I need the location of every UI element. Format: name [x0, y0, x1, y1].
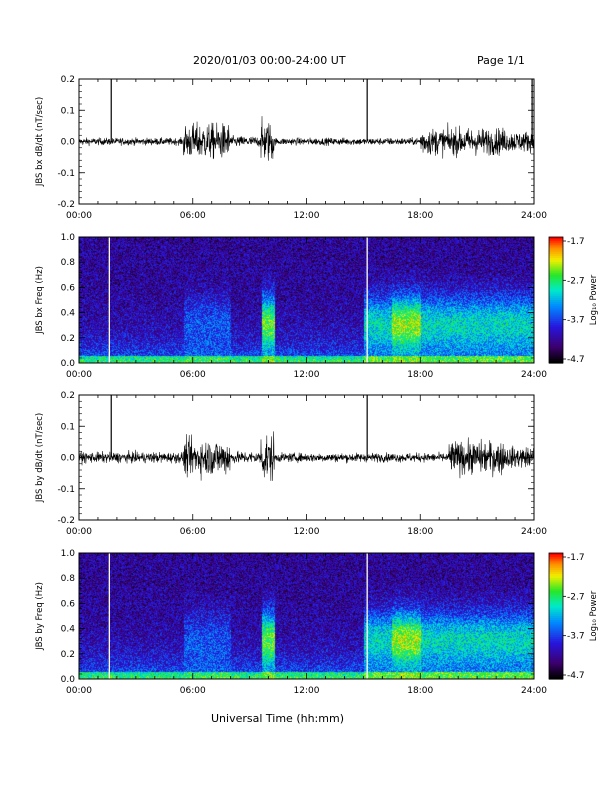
x-tick-label: 06:00: [180, 527, 206, 537]
x-tick-label: 24:00: [521, 211, 547, 221]
colorbar-label: Log₁₀ Power: [589, 274, 599, 325]
y-tick-label: 0.6: [61, 283, 76, 293]
y-tick-label: 0.4: [61, 625, 76, 635]
colorbar-label: Log₁₀ Power: [589, 590, 599, 641]
colorbar-tick-label: -4.7: [567, 355, 585, 365]
y-tick-label: 0.2: [61, 391, 75, 401]
colorbar-tick-label: -3.7: [567, 316, 585, 326]
y-tick-label: -0.2: [57, 200, 75, 210]
spectrogram-image: [79, 553, 534, 679]
x-tick-label: 00:00: [66, 527, 92, 537]
y-tick-label: -0.1: [57, 169, 75, 179]
spectrogram-image: [79, 237, 534, 363]
y-tick-label: -0.1: [57, 485, 75, 495]
waveform-trace: [78, 431, 535, 481]
x-axis-label: Universal Time (hh:mm): [211, 712, 344, 725]
x-tick-label: 06:00: [180, 211, 206, 221]
spectrogram-panel: 00:00 06:00 12:00 18:00 24:00 1.0 0.8 0.6 0.4 0.2…: [35, 549, 547, 696]
x-tick-label: 18:00: [407, 686, 433, 696]
x-tick-label: 18:00: [407, 211, 433, 221]
page-number: Page 1/1: [477, 54, 525, 67]
y-axis-label: JBS by Freq (Hz): [35, 582, 45, 651]
waveform-panel: 00:00 06:00 12:00 18:00 24:00 0.2 0.1 0.0 -0.1 -0…: [35, 391, 547, 537]
x-tick-label: 12:00: [294, 527, 320, 537]
spectrogram-panel: 00:00 06:00 12:00 18:00 24:00 1.0 0.8 0.6 0.4 0.2…: [35, 233, 547, 380]
x-tick-label: 06:00: [180, 370, 206, 380]
y-tick-label: -0.2: [57, 516, 75, 526]
y-tick-label: 0.0: [61, 138, 76, 148]
y-tick-label: 0.1: [61, 422, 75, 432]
x-tick-label: 00:00: [66, 370, 92, 380]
x-tick-label: 00:00: [66, 211, 92, 221]
y-tick-label: 0.8: [61, 258, 76, 268]
x-tick-label: 18:00: [407, 370, 433, 380]
colorbar-tick-label: -1.7: [567, 237, 585, 247]
colorbar-tick-label: -3.7: [567, 632, 585, 642]
colorbar-tick-label: -1.7: [567, 553, 585, 563]
colorbar: -1.7 -2.7 -3.7 -4.7 Log₁₀ Power: [548, 236, 599, 365]
colorbar-tick-label: -2.7: [567, 276, 585, 286]
y-tick-label: 0.0: [61, 454, 76, 464]
figure-title: 2020/01/03 00:00-24:00 UT: [193, 54, 346, 67]
x-tick-label: 18:00: [407, 527, 433, 537]
y-axis-label: JBS bx dB/dt (nT/sec): [35, 97, 45, 187]
x-tick-label: 24:00: [521, 686, 547, 696]
y-tick-label: 0.1: [61, 106, 75, 116]
colorbar-tick-label: -4.7: [567, 671, 585, 681]
x-tick-label: 24:00: [521, 527, 547, 537]
y-axis-label: JBS bx Freq (Hz): [35, 266, 45, 335]
y-tick-label: 0.0: [61, 675, 76, 685]
x-tick-label: 12:00: [294, 370, 320, 380]
colorbar: -1.7 -2.7 -3.7 -4.7 Log₁₀ Power: [548, 552, 599, 681]
colorbar-tick-label: -2.7: [567, 592, 585, 602]
y-tick-label: 0.2: [61, 334, 75, 344]
y-tick-label: 0.2: [61, 75, 75, 85]
y-tick-label: 1.0: [61, 233, 76, 243]
x-tick-label: 12:00: [294, 686, 320, 696]
y-tick-label: 0.6: [61, 599, 76, 609]
x-tick-label: 24:00: [521, 370, 547, 380]
waveform-panel: 00:00 06:00 12:00 18:00 24:00 0.2 0.1 0.0 -0.1 -0…: [35, 75, 547, 221]
y-tick-label: 1.0: [61, 549, 76, 559]
y-tick-label: 0.8: [61, 574, 76, 584]
y-tick-label: 0.4: [61, 309, 76, 319]
x-tick-label: 12:00: [294, 211, 320, 221]
y-tick-label: 0.0: [61, 359, 76, 369]
x-tick-label: 00:00: [66, 686, 92, 696]
y-axis-label: JBS by dB/dt (nT/sec): [35, 413, 45, 503]
x-tick-label: 06:00: [180, 686, 206, 696]
y-tick-label: 0.2: [61, 650, 75, 660]
waveform-trace: [78, 116, 535, 161]
